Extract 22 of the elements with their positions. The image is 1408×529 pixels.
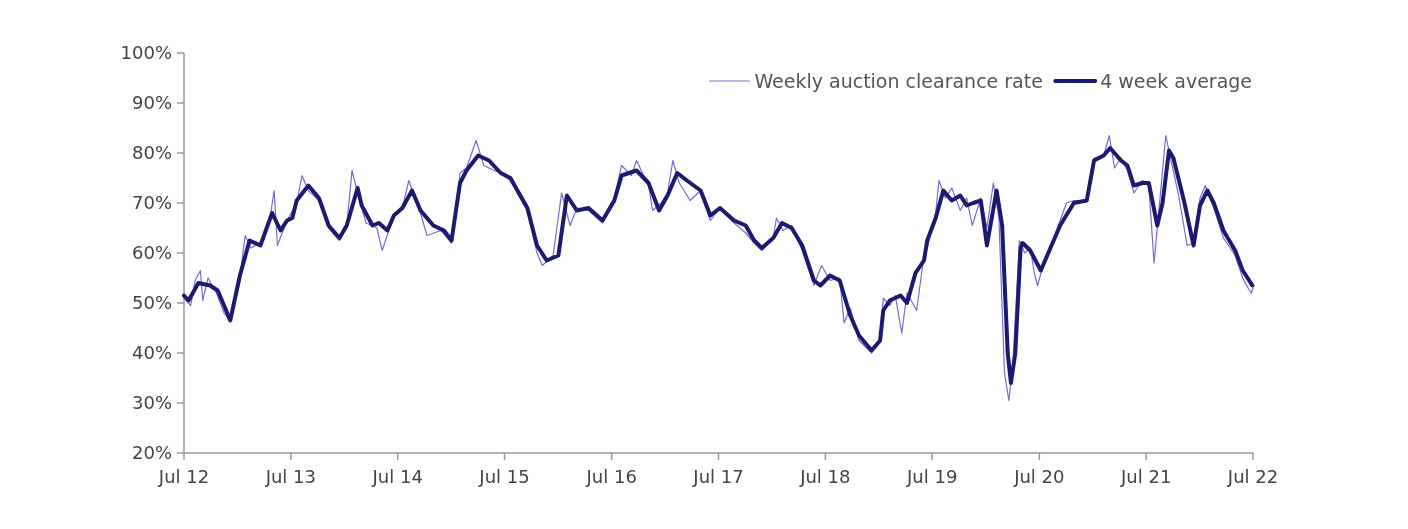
legend-label: Weekly auction clearance rate <box>754 69 1043 92</box>
x-tick-label: Jul 15 <box>478 466 530 487</box>
x-tick-label: Jul 20 <box>1013 466 1065 487</box>
y-tick-label: 90% <box>131 92 172 114</box>
y-tick-label: 80% <box>131 142 172 164</box>
legend-label: 4 week average <box>1100 69 1253 92</box>
y-tick-label: 50% <box>131 292 172 314</box>
y-tick-label: 40% <box>131 342 172 364</box>
y-tick-label: 60% <box>131 242 172 264</box>
x-tick-label: Jul 21 <box>1119 466 1172 487</box>
x-tick-label: Jul 22 <box>1226 466 1279 487</box>
x-tick-label: Jul 13 <box>264 466 317 487</box>
y-tick-label: 30% <box>131 392 172 414</box>
y-tick-label: 100% <box>120 42 172 64</box>
x-tick-label: Jul 14 <box>371 466 423 487</box>
x-tick-label: Jul 16 <box>585 466 637 487</box>
x-tick-label: Jul 12 <box>157 466 210 487</box>
x-tick-label: Jul 19 <box>906 466 958 487</box>
y-tick-label: 20% <box>131 442 172 464</box>
x-tick-label: Jul 18 <box>799 466 851 487</box>
y-tick-label: 70% <box>131 192 172 214</box>
x-tick-label: Jul 17 <box>692 466 744 487</box>
